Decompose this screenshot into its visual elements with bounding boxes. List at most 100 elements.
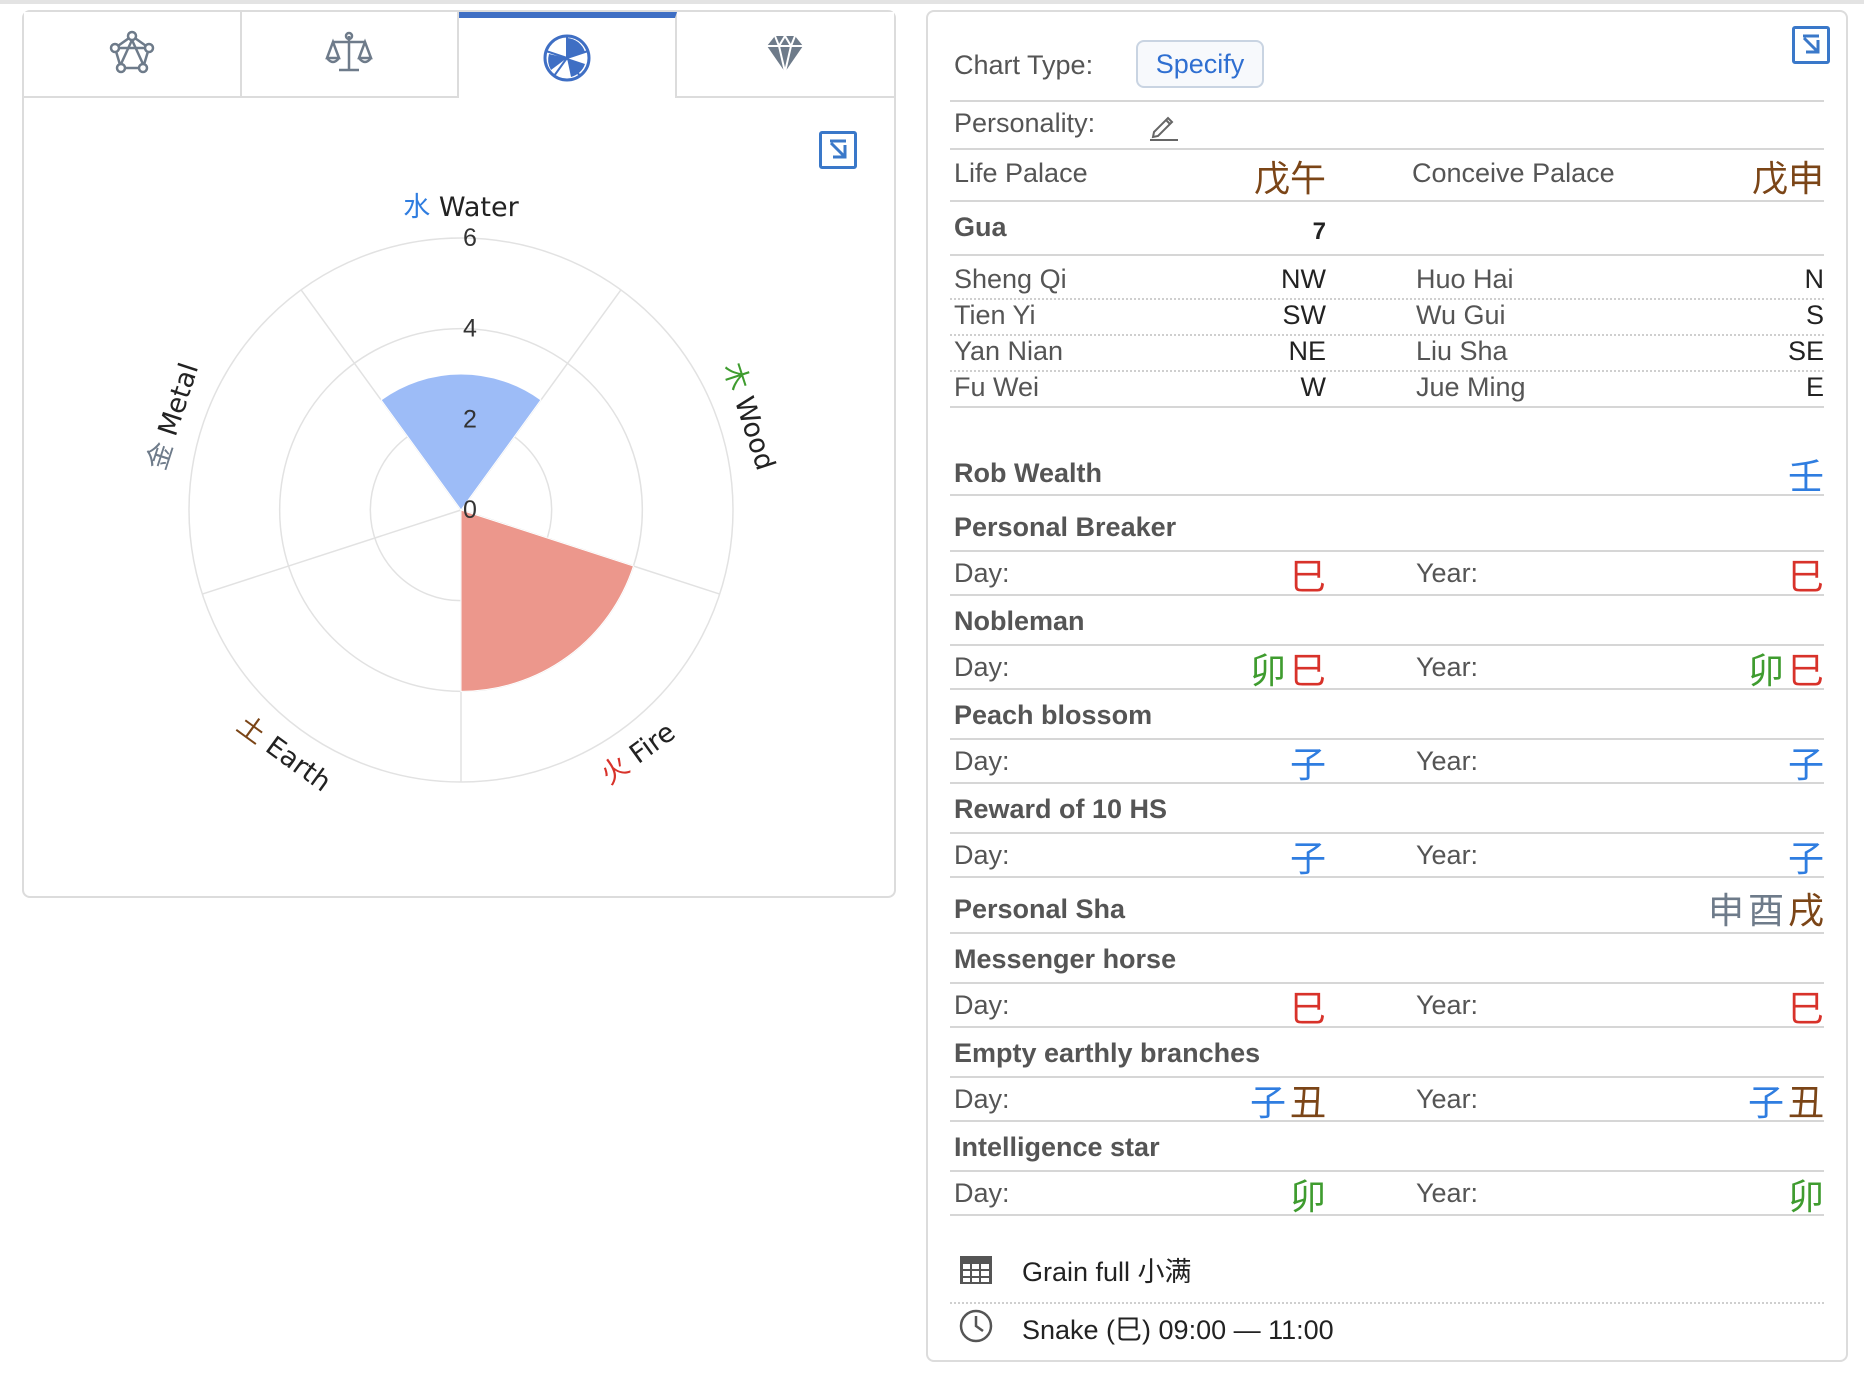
- direction-value: E: [1805, 372, 1824, 402]
- year-value: 子: [1787, 745, 1824, 786]
- divider: [950, 1120, 1824, 1122]
- star-title: Peach blossom: [954, 700, 1153, 730]
- network-icon: [109, 30, 154, 74]
- divider: [950, 254, 1824, 256]
- divider: [950, 1170, 1824, 1172]
- sector-water: [380, 373, 542, 511]
- year-label: Year:: [1416, 558, 1479, 588]
- direction-value: N: [1804, 264, 1825, 294]
- divider: [950, 932, 1824, 934]
- chart-type-label: Chart Type:: [954, 50, 1094, 80]
- divider: [950, 1214, 1824, 1216]
- pencil-icon[interactable]: [1146, 108, 1180, 142]
- direction-value: W: [1300, 372, 1326, 402]
- personal-sha-label: Personal Sha: [954, 894, 1126, 924]
- category-label-fire: 火 Fire: [595, 716, 681, 790]
- grid-spoke: [202, 509, 462, 595]
- category-label: 火 Fire: [595, 716, 681, 790]
- star-title: Intelligence star: [954, 1132, 1160, 1162]
- year-value: 子: [1787, 839, 1824, 880]
- rob-wealth-value: 壬: [1787, 457, 1824, 498]
- direction-value: NW: [1281, 264, 1326, 294]
- day-label: Day:: [954, 652, 1010, 682]
- day-value: 卯巳: [1249, 651, 1326, 692]
- star-title: Empty earthly branches: [954, 1038, 1261, 1068]
- day-label: Day:: [954, 840, 1010, 870]
- row-divider: [950, 370, 1824, 372]
- day-value: 子丑: [1249, 1083, 1326, 1124]
- divider: [950, 876, 1824, 878]
- category-label: 水 Water: [403, 192, 519, 223]
- expand-icon: [1802, 34, 1820, 54]
- year-label: Year:: [1416, 840, 1479, 870]
- tab-network[interactable]: [24, 12, 242, 96]
- expand-info-button[interactable]: [1792, 26, 1830, 64]
- conceive-palace-label: Conceive Palace: [1412, 158, 1615, 188]
- divider: [950, 148, 1824, 150]
- specify-button[interactable]: Specify: [1136, 40, 1264, 88]
- day-label: Day:: [954, 990, 1010, 1020]
- year-label: Year:: [1416, 1084, 1479, 1114]
- direction-label: Jue Ming: [1416, 372, 1526, 402]
- direction-label: Sheng Qi: [954, 264, 1067, 294]
- tab-elements[interactable]: [459, 12, 677, 98]
- clock-icon: [959, 1309, 993, 1343]
- direction-value: S: [1805, 300, 1824, 330]
- personal-sha-value: 申酉戌: [1707, 891, 1824, 932]
- conceive-palace-value: 戊申: [1751, 159, 1824, 200]
- divider: [950, 832, 1824, 834]
- top-border: [0, 0, 1864, 4]
- year-value: 巳: [1787, 557, 1824, 598]
- day-value: 子: [1289, 745, 1326, 786]
- star-title: Personal Breaker: [954, 512, 1177, 542]
- star-title: Reward of 10 HS: [954, 794, 1168, 824]
- life-palace-label: Life Palace: [954, 158, 1088, 188]
- direction-value: SW: [1282, 300, 1327, 330]
- divider: [950, 200, 1824, 202]
- star-title: Nobleman: [954, 606, 1085, 636]
- direction-label: Tien Yi: [954, 300, 1036, 330]
- calendar-icon: [960, 1256, 992, 1284]
- direction-value: NE: [1288, 336, 1326, 366]
- divider: [950, 644, 1824, 646]
- divider: [950, 594, 1824, 596]
- tab-bar: [24, 12, 894, 98]
- divider: [950, 550, 1824, 552]
- r-tick-label: 4: [463, 315, 477, 343]
- scale-icon: [325, 31, 374, 72]
- solar-term-text: Grain full 小满: [1022, 1257, 1192, 1287]
- r-tick-label: 6: [463, 224, 477, 252]
- direction-label: Fu Wei: [954, 372, 1040, 402]
- divider: [950, 100, 1824, 102]
- day-value: 巳: [1289, 557, 1326, 598]
- category-label-earth: 土 Earth: [231, 709, 337, 798]
- year-value: 巳: [1787, 989, 1824, 1030]
- divider: [950, 782, 1824, 784]
- divider: [950, 406, 1824, 408]
- hour-text: Snake (巳) 09:00 — 11:00: [1022, 1315, 1334, 1345]
- divider: [950, 494, 1824, 496]
- day-value: 子: [1289, 839, 1326, 880]
- direction-label: Yan Nian: [954, 336, 1064, 366]
- category-label-water: 水 Water: [403, 192, 519, 223]
- direction-label: Wu Gui: [1416, 300, 1506, 330]
- day-value: 卯: [1289, 1177, 1326, 1218]
- info-panel: Chart Type: Specify Personality: Life Pa…: [926, 10, 1848, 1362]
- tab-balance[interactable]: [241, 12, 459, 96]
- personality-label: Personality:: [954, 108, 1096, 138]
- divider: [950, 1026, 1824, 1028]
- year-label: Year:: [1416, 1178, 1479, 1208]
- r-tick-label: 0: [463, 496, 477, 524]
- direction-label: Liu Sha: [1416, 336, 1508, 366]
- divider: [950, 738, 1824, 740]
- category-label: 土 Earth: [231, 709, 337, 798]
- year-value: 卯巳: [1747, 651, 1824, 692]
- divider: [950, 1302, 1824, 1304]
- day-label: Day:: [954, 558, 1010, 588]
- expand-chart-button[interactable]: [819, 131, 857, 169]
- category-label-wood: 木 Wood: [717, 359, 781, 474]
- year-value: 卯: [1787, 1177, 1824, 1218]
- tab-gem[interactable]: [676, 12, 894, 96]
